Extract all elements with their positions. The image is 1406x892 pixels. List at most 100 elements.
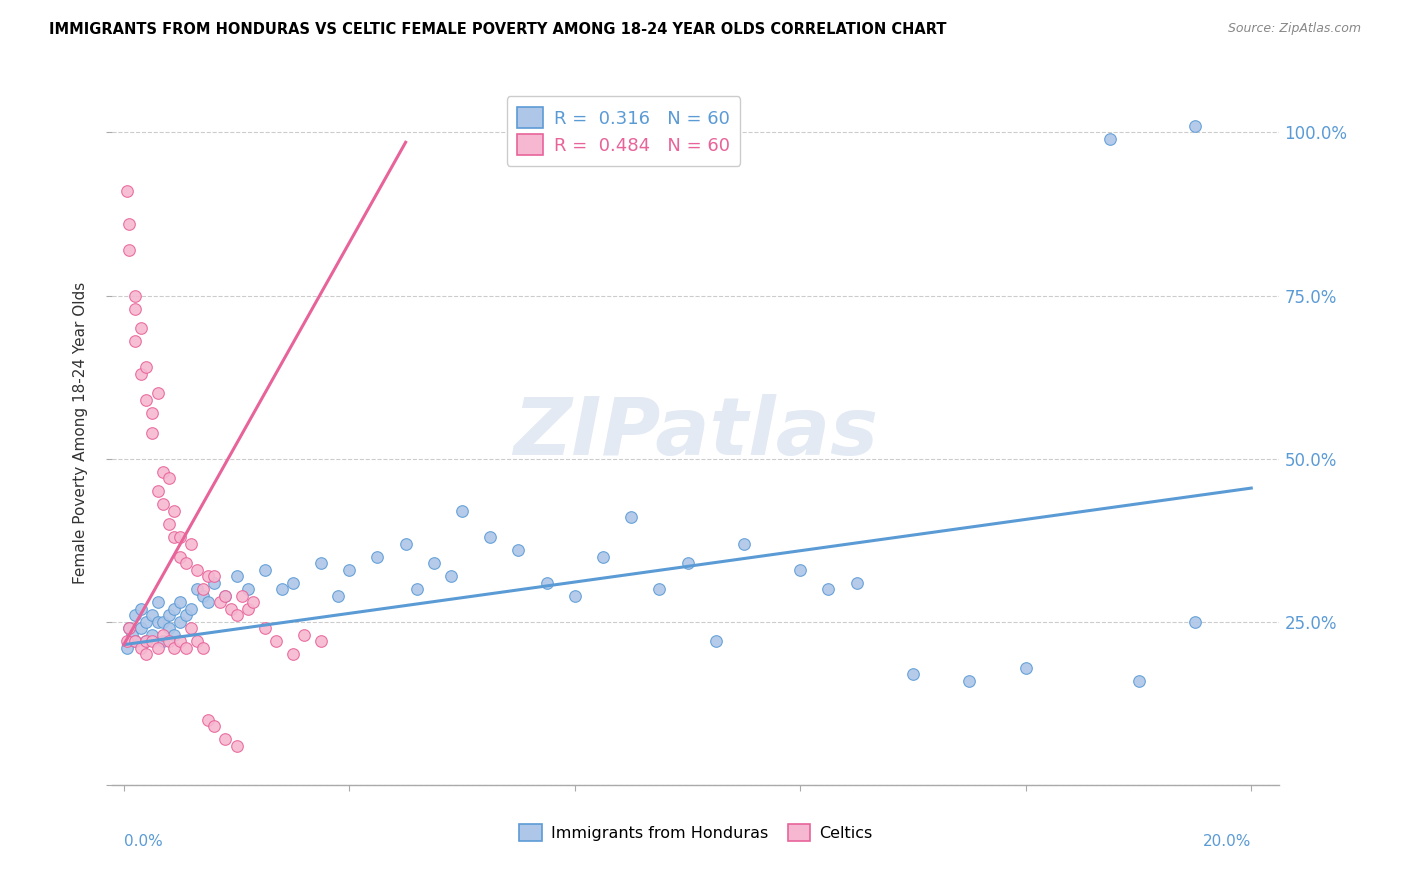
Point: [163, 628, 186, 642]
Point: [118, 243, 141, 257]
Point: [508, 543, 530, 558]
Point: [191, 582, 214, 597]
Point: [592, 549, 614, 564]
Point: [141, 634, 163, 648]
Point: [124, 334, 146, 349]
Point: [163, 504, 186, 518]
Point: [135, 634, 157, 648]
Point: [366, 549, 388, 564]
Point: [169, 595, 191, 609]
Point: [163, 530, 186, 544]
Point: [124, 301, 146, 316]
Point: [395, 536, 418, 550]
Point: [115, 184, 138, 198]
Point: [157, 634, 180, 648]
Point: [129, 602, 152, 616]
Point: [174, 640, 197, 655]
Point: [1128, 673, 1150, 688]
Point: [118, 621, 141, 635]
Point: [141, 425, 163, 440]
Point: [191, 640, 214, 655]
Point: [406, 582, 429, 597]
Point: [146, 615, 169, 629]
Point: [451, 504, 474, 518]
Point: [141, 628, 163, 642]
Point: [169, 615, 191, 629]
Point: [135, 615, 157, 629]
Point: [817, 582, 839, 597]
Point: [536, 575, 558, 590]
Point: [1184, 119, 1206, 133]
Point: [157, 621, 180, 635]
Point: [129, 640, 152, 655]
Point: [676, 556, 699, 570]
Point: [129, 321, 152, 335]
Point: [157, 516, 180, 531]
Point: [253, 563, 276, 577]
Point: [186, 634, 208, 648]
Point: [901, 667, 924, 681]
Point: [186, 563, 208, 577]
Point: [124, 608, 146, 623]
Point: [115, 634, 138, 648]
Point: [146, 640, 169, 655]
Point: [208, 595, 231, 609]
Point: [157, 608, 180, 623]
Point: [957, 673, 980, 688]
Point: [135, 392, 157, 407]
Point: [236, 602, 259, 616]
Point: [845, 575, 868, 590]
Point: [146, 484, 169, 499]
Point: [270, 582, 292, 597]
Point: [479, 530, 502, 544]
Point: [197, 595, 219, 609]
Point: [309, 556, 332, 570]
Point: [253, 621, 276, 635]
Point: [152, 634, 174, 648]
Point: [152, 497, 174, 511]
Point: [121, 628, 143, 642]
Point: [1184, 615, 1206, 629]
Point: [733, 536, 755, 550]
Point: [186, 582, 208, 597]
Point: [236, 582, 259, 597]
Point: [242, 595, 264, 609]
Point: [135, 360, 157, 375]
Point: [214, 732, 236, 747]
Text: ZIPatlas: ZIPatlas: [513, 393, 879, 472]
Point: [124, 288, 146, 302]
Text: IMMIGRANTS FROM HONDURAS VS CELTIC FEMALE POVERTY AMONG 18-24 YEAR OLDS CORRELAT: IMMIGRANTS FROM HONDURAS VS CELTIC FEMAL…: [49, 22, 946, 37]
Point: [292, 628, 315, 642]
Text: Source: ZipAtlas.com: Source: ZipAtlas.com: [1227, 22, 1361, 36]
Point: [169, 530, 191, 544]
Point: [191, 589, 214, 603]
Text: 0.0%: 0.0%: [124, 834, 163, 849]
Point: [157, 471, 180, 485]
Point: [225, 608, 247, 623]
Point: [564, 589, 586, 603]
Point: [124, 634, 146, 648]
Point: [281, 575, 304, 590]
Point: [309, 634, 332, 648]
Point: [163, 640, 186, 655]
Point: [146, 595, 169, 609]
Point: [152, 465, 174, 479]
Point: [214, 589, 236, 603]
Point: [124, 634, 146, 648]
Point: [180, 621, 202, 635]
Point: [202, 575, 225, 590]
Point: [141, 608, 163, 623]
Point: [180, 536, 202, 550]
Point: [440, 569, 463, 583]
Point: [264, 634, 287, 648]
Point: [704, 634, 727, 648]
Point: [169, 549, 191, 564]
Point: [225, 739, 247, 753]
Point: [197, 713, 219, 727]
Point: [648, 582, 671, 597]
Point: [169, 634, 191, 648]
Point: [219, 602, 242, 616]
Point: [129, 621, 152, 635]
Point: [202, 719, 225, 733]
Point: [337, 563, 360, 577]
